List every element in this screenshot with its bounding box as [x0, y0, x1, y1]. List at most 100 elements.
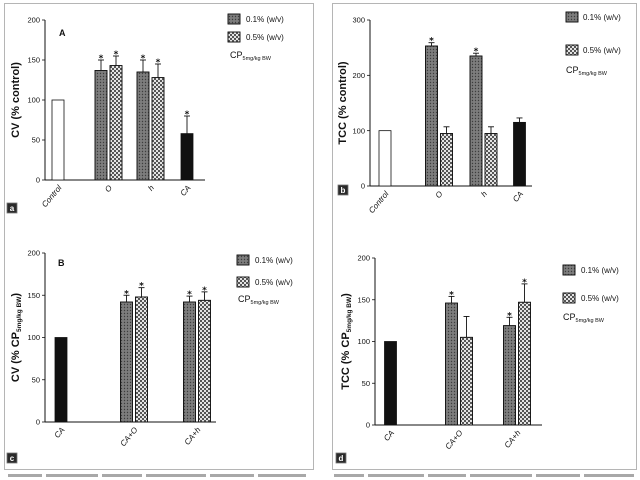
left-figure-frame	[4, 3, 314, 470]
significance-asterisk: *	[474, 47, 479, 57]
y-tick-label: 150	[357, 295, 370, 304]
significance-asterisk: *	[507, 311, 512, 321]
y-tick-label: 0	[36, 176, 40, 185]
y-axis-label-part: TCC (% control)	[337, 61, 349, 144]
bar-a-2-0-texture	[136, 71, 150, 181]
legend-swatch-texture	[565, 44, 579, 56]
y-tick-label: 0	[361, 182, 365, 191]
panel-tag-box	[6, 452, 18, 464]
y-tick-label: 100	[352, 126, 365, 135]
legend: 0.1% (w/v) 0.5% (w/v) CP5mg/kg BW	[227, 13, 284, 62]
bar-b-0-2	[378, 130, 392, 187]
bar-c-1-0-texture	[120, 301, 133, 423]
category-label: CA	[382, 429, 396, 443]
y-axis-label-part: )	[10, 293, 22, 297]
significance-asterisk: *	[202, 286, 207, 296]
bar-d-2-1-texture	[518, 301, 531, 426]
bar-c-1-1-texture	[135, 296, 148, 423]
y-axis-label-part: )	[340, 293, 352, 297]
category-label: CA	[511, 190, 525, 204]
significance-asterisk: *	[114, 50, 119, 60]
significance-asterisk: *	[141, 54, 146, 64]
panel-tag: d	[339, 454, 344, 463]
category-label: CA+h	[503, 428, 523, 450]
y-axis-label: TCC (% CP5mg/kg BW)	[340, 293, 353, 390]
chart-panel-b: 0 100 200 300 TCC (% control) Control * O * h CA 0.…	[337, 11, 621, 215]
panel-tag: b	[341, 186, 346, 195]
y-axis-label-part: TCC (% CP	[340, 332, 352, 389]
legend-note: CP5mg/kg BW	[563, 312, 605, 324]
y-tick-label: 100	[357, 337, 370, 346]
legend-note: CP5mg/kg BW	[230, 50, 272, 62]
category-label: Control	[367, 189, 391, 215]
legend-label: 0.1% (w/v)	[255, 256, 293, 265]
y-axis-label: CV (% CP5mg/kg BW)	[10, 293, 23, 383]
category-label: CA+h	[183, 425, 203, 447]
legend-note-main: CP	[238, 294, 251, 304]
category-label: Control	[40, 183, 64, 209]
panel-tag-box	[335, 452, 347, 464]
legend-note-subscript: 5mg/kg BW	[251, 300, 280, 306]
panel-tag-box	[337, 184, 349, 196]
bar-c-0-2	[54, 337, 68, 423]
significance-asterisk: *	[187, 290, 192, 300]
category-label: O	[434, 190, 445, 201]
category-label: CA	[52, 426, 66, 440]
significance-asterisk: *	[522, 278, 527, 288]
bar-b-2-1-texture	[484, 133, 498, 187]
legend-label: 0.5% (w/v)	[255, 278, 293, 287]
y-tick-label: 100	[27, 96, 40, 105]
bar-a-1-0-texture	[94, 70, 108, 181]
legend-label: 0.5% (w/v)	[246, 33, 284, 42]
y-axis-label-subscript: 5mg/kg BW	[346, 296, 353, 332]
significance-asterisk: *	[99, 54, 104, 64]
panel-tag: a	[10, 204, 15, 213]
caption-fragment-right	[334, 474, 634, 477]
legend-note-main: CP	[563, 312, 576, 322]
panel-letter: A	[59, 28, 66, 38]
legend-swatch-texture	[565, 11, 579, 23]
significance-asterisk: *	[429, 37, 434, 47]
legend-note: CP5mg/kg BW	[238, 294, 280, 306]
legend-note-subscript: 5mg/kg BW	[579, 71, 608, 77]
bar-c-2-1-texture	[198, 299, 211, 423]
y-tick-label: 150	[27, 291, 40, 300]
y-tick-label: 50	[32, 136, 40, 145]
legend-label: 0.1% (w/v)	[583, 13, 621, 22]
legend-label: 0.5% (w/v)	[581, 294, 619, 303]
bar-b-3-3	[513, 121, 526, 187]
y-tick-label: 300	[352, 16, 365, 25]
significance-asterisk: *	[185, 110, 190, 120]
legend-swatch-texture	[227, 13, 241, 25]
legend-note-subscript: 5mg/kg BW	[576, 318, 605, 324]
legend: 0.1% (w/v)0.5% (w/v)CP5mg/kg BW	[565, 11, 621, 77]
category-label: h	[146, 183, 156, 193]
significance-asterisk: *	[156, 58, 161, 68]
y-axis-label-part: CV (% CP	[10, 332, 22, 382]
bar-a-2-1-texture	[151, 77, 165, 181]
bar-a-0-2	[51, 99, 65, 181]
legend-label: 0.1% (w/v)	[246, 15, 284, 24]
bar-d-2-0-texture	[503, 325, 516, 426]
significance-asterisk: *	[449, 290, 454, 300]
y-tick-label: 200	[27, 16, 40, 25]
legend-swatch-texture	[236, 276, 250, 288]
legend-label: 0.1% (w/v)	[581, 266, 619, 275]
category-label: h	[479, 189, 489, 199]
bar-a-1-1-texture	[109, 65, 123, 181]
y-axis-label-part: CV (% control)	[10, 62, 22, 138]
bar-b-1-0-texture	[425, 45, 438, 187]
right-figure-frame	[332, 3, 637, 470]
legend-swatch-texture	[227, 31, 241, 43]
y-tick-label: 0	[36, 418, 40, 427]
y-tick-label: 50	[362, 379, 370, 388]
y-tick-label: 150	[27, 56, 40, 65]
category-label: CA	[178, 184, 192, 198]
bar-b-2-0-texture	[469, 55, 483, 187]
panel-letter: B	[58, 258, 65, 268]
y-tick-label: 100	[27, 333, 40, 342]
significance-asterisk: *	[124, 289, 129, 299]
